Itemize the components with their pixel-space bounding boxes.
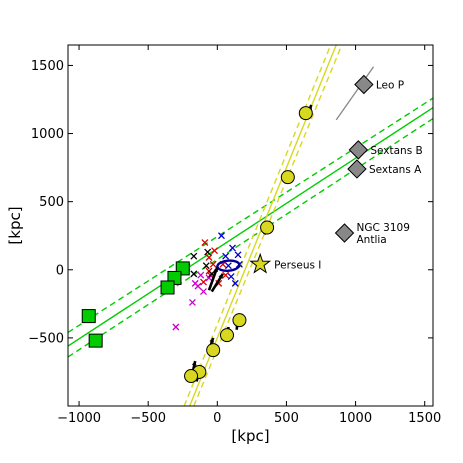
green-square-marker (160, 280, 175, 295)
cross-point (211, 247, 219, 255)
cross-point (222, 252, 230, 260)
cross-point (222, 271, 230, 279)
cross-point (200, 278, 207, 286)
cross-stroke (218, 232, 225, 240)
green-square-marker (88, 333, 103, 348)
x-tick-label: −1000 (57, 411, 101, 426)
cross-stroke (208, 270, 216, 278)
cross-point (227, 273, 235, 281)
yellow-circle-marker (232, 313, 247, 328)
cross-stroke (191, 279, 199, 287)
cross-stroke (202, 262, 210, 270)
y-axis-label: [kpc] (6, 206, 24, 244)
star-label: Perseus I (274, 259, 321, 271)
cross-stroke (190, 270, 198, 278)
cross-stroke (201, 239, 209, 246)
cross-stroke (234, 251, 242, 259)
series-line-2 (68, 117, 433, 358)
arrow-head (213, 267, 219, 272)
cross-point (188, 299, 196, 306)
x-tick-label: 1000 (339, 411, 372, 426)
cross-stroke (172, 323, 180, 331)
cross-stroke (197, 271, 205, 279)
yellow-circle-marker (219, 328, 234, 343)
cross-stroke (231, 279, 239, 287)
cross-stroke (205, 274, 213, 282)
cross-point (234, 251, 242, 259)
yellow-circle-marker (184, 369, 199, 384)
yellow-circle-marker (298, 106, 313, 121)
y-tick-label: 1500 (31, 59, 64, 74)
series-line-6 (335, 66, 375, 121)
cross-stroke (204, 248, 212, 256)
cross-stroke (222, 271, 230, 279)
cross-stroke (205, 254, 213, 261)
series-line-1 (68, 97, 433, 334)
cross-point (205, 274, 213, 282)
grey-diamond-marker (348, 140, 369, 160)
cross-point (190, 252, 198, 260)
cross-point (197, 271, 205, 279)
cross-point (172, 323, 180, 331)
yellow-circle-marker (280, 170, 295, 185)
plot-ellipse (216, 259, 241, 272)
cross-stroke (229, 244, 236, 252)
cross-point (202, 262, 210, 270)
axis-ticks: −1000 −500 0 500 1000 1500 −500 0 500 1000 1500 (28, 45, 441, 426)
x-tick-label: 0 (213, 411, 221, 426)
grey-diamond-marker (354, 74, 374, 95)
cross-stroke (222, 252, 230, 260)
diamond-label: Leo P (376, 80, 404, 92)
cross-stroke (211, 247, 219, 255)
x-tick-label: 500 (274, 411, 299, 426)
plot-crosses (172, 232, 243, 331)
cross-point (200, 288, 207, 296)
y-tick-label: 1000 (31, 127, 64, 142)
grey-diamond-marker (334, 223, 355, 243)
series-line-5 (183, 45, 332, 406)
cross-stroke (209, 260, 217, 268)
x-axis-label: [kpc] (231, 427, 269, 445)
diamond-label: Sextans A (369, 164, 422, 176)
y-tick-label: 0 (56, 263, 64, 278)
yellow-circle-marker (206, 343, 221, 358)
cross-stroke (188, 299, 196, 306)
plot-frame (67, 44, 434, 407)
yellow-circle-marker (260, 220, 275, 235)
y-tick-label: 500 (39, 195, 64, 210)
cross-point (229, 244, 236, 252)
arrow-head (218, 273, 223, 279)
cross-stroke (200, 278, 207, 286)
cross-point (218, 232, 225, 240)
cross-point (209, 260, 217, 268)
plot-annotations: Leo P Sextans B Sextans A NGC 3109 Antlia Per… (274, 80, 423, 272)
grey-diamond-marker (347, 159, 367, 179)
x-tick-label: 1500 (408, 411, 441, 426)
x-tick-label: −500 (130, 411, 166, 426)
y-tick-label: −500 (28, 331, 64, 346)
star-marker (249, 252, 272, 274)
cross-point (205, 254, 213, 261)
cross-point (224, 262, 232, 270)
plot-arrows (191, 104, 313, 382)
galaxy-ellipse (216, 259, 241, 272)
cross-point (191, 279, 199, 287)
green-square-marker (81, 309, 96, 324)
series-line-0 (68, 107, 433, 347)
cross-stroke (190, 252, 198, 260)
plot-markers (81, 74, 374, 384)
cross-point (231, 279, 239, 287)
cross-point (204, 248, 212, 256)
diamond-label: NGC 3109 Antlia (357, 222, 410, 246)
cross-point (190, 270, 198, 278)
arrow-head (209, 337, 215, 343)
cross-point (201, 239, 209, 246)
arrow-head (191, 361, 197, 366)
diamond-label: Sextans B (370, 145, 422, 157)
cross-stroke (227, 273, 235, 281)
cross-stroke (200, 288, 207, 296)
cross-stroke (224, 262, 232, 270)
